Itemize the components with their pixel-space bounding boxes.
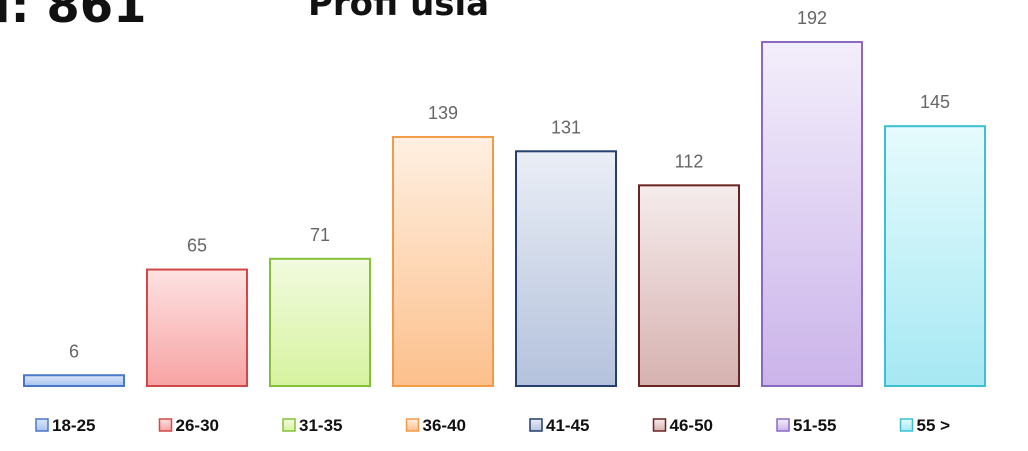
bar-55 [884, 125, 986, 387]
data-label: 139 [428, 103, 458, 123]
legend-label: 55 > [917, 416, 951, 435]
legend-swatch [35, 418, 49, 432]
legend-swatch [899, 418, 914, 432]
legend-swatch [776, 418, 790, 432]
bar-36-40 [392, 135, 494, 387]
bar-51-55 [761, 41, 863, 387]
legend-label: 26-30 [176, 416, 219, 435]
legend-label: 31-35 [299, 416, 342, 435]
legend-label: 41-45 [546, 416, 589, 435]
chart-subtitle: Profi usia [308, 0, 490, 24]
legend-swatch [652, 418, 667, 432]
legend-label: 36-40 [423, 416, 466, 435]
data-label: 112 [675, 151, 704, 171]
legend-label: 51-55 [793, 416, 836, 435]
legend-swatch [529, 418, 543, 432]
legend-swatch [158, 418, 173, 432]
data-label: 6 [69, 341, 79, 361]
bar-18-25 [23, 374, 125, 387]
data-label: 192 [797, 8, 827, 28]
data-label: 145 [920, 92, 950, 112]
legend-swatch [282, 418, 296, 432]
data-label: 131 [551, 117, 581, 137]
bar-26-30 [146, 268, 248, 387]
chart-title: l: 861 [0, 0, 147, 34]
legend-label: 18-25 [52, 416, 95, 435]
data-label: 65 [187, 236, 207, 256]
legend-label: 46-50 [670, 416, 713, 435]
bar-41-45 [515, 150, 617, 387]
legend-swatch [405, 418, 420, 432]
bar-31-35 [269, 257, 371, 387]
bar-46-50 [638, 184, 740, 387]
data-label: 71 [310, 225, 330, 245]
